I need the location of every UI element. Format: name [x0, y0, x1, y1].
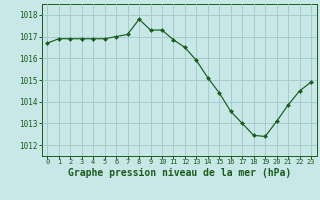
X-axis label: Graphe pression niveau de la mer (hPa): Graphe pression niveau de la mer (hPa): [68, 168, 291, 178]
